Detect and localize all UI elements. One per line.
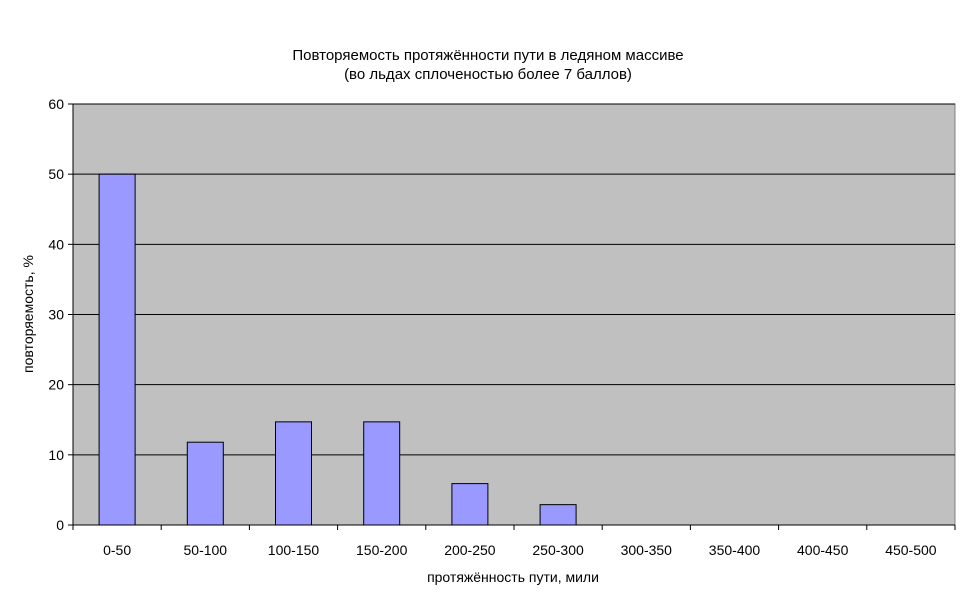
y-tick-label: 40 (48, 236, 64, 252)
bar-50-100 (186, 441, 224, 526)
chart-subtitle: (во льдах сплоченостью более 7 баллов) (344, 66, 632, 83)
bars (98, 173, 577, 526)
y-tick-labels: 0 10 20 30 40 50 60 (48, 96, 64, 533)
x-tick-label: 200-250 (444, 542, 496, 558)
chart-title: Повторяемость протяжённости пути в ледян… (292, 47, 683, 64)
x-tick-label: 100-150 (268, 542, 320, 558)
x-tick-label: 150-200 (356, 542, 408, 558)
y-tick-label: 10 (48, 447, 64, 463)
bar-250-300 (539, 504, 577, 526)
bar-150-200 (363, 421, 401, 526)
y-tick-label: 30 (48, 307, 64, 323)
y-tick-label: 20 (48, 377, 64, 393)
y-tick-label: 0 (56, 517, 64, 533)
y-axis-title: повторяемость, % (20, 255, 36, 373)
bar-100-150 (275, 421, 312, 526)
bar-0-50 (98, 173, 136, 526)
x-tick-label: 0-50 (103, 542, 131, 558)
x-axis-title: протяжённость пути, мили (427, 569, 599, 585)
x-tick-label: 450-500 (885, 542, 937, 558)
x-tick-label: 300-350 (621, 542, 673, 558)
y-tick-label: 50 (48, 166, 64, 182)
x-tick-labels: 0-50 50-100 100-150 150-200 200-250 250-300 30… (103, 542, 937, 558)
x-tick-label: 400-450 (797, 542, 849, 558)
axes (68, 103, 956, 530)
y-tick-label: 60 (48, 96, 64, 112)
x-tick-label: 250-300 (532, 542, 584, 558)
bar-200-250 (451, 483, 489, 526)
x-tick-label: 350-400 (709, 542, 761, 558)
x-tick-label: 50-100 (184, 542, 228, 558)
